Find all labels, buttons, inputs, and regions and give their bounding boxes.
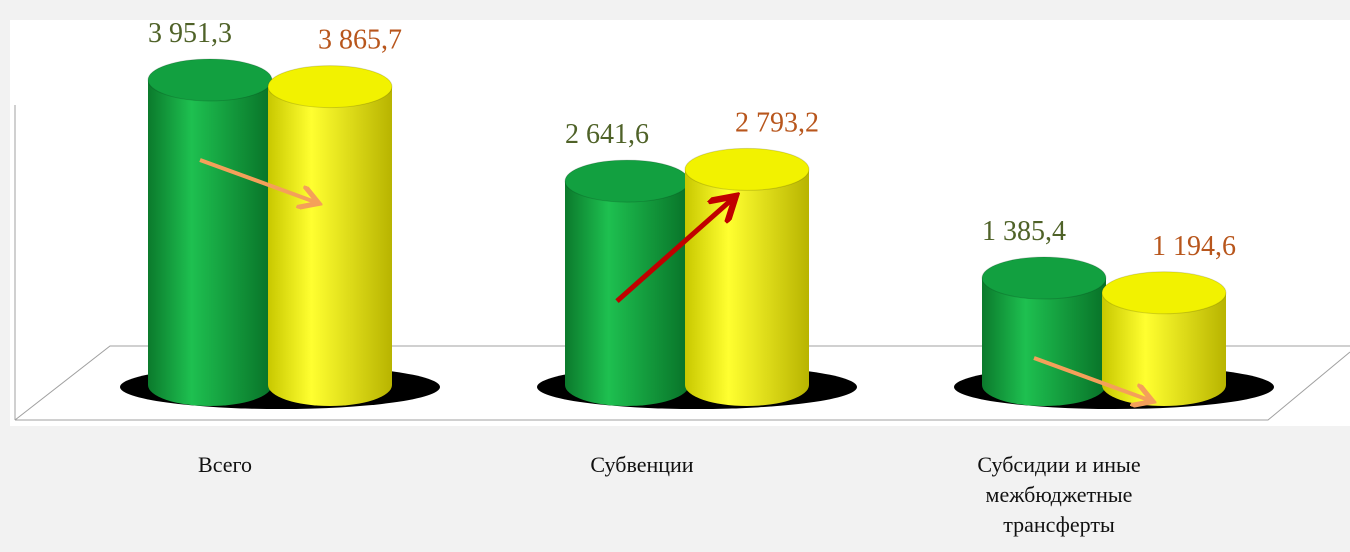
- value-label: 1 194,6: [1152, 231, 1236, 262]
- value-label: 3 951,3: [148, 18, 232, 49]
- cylinder: [1102, 292, 1226, 406]
- value-label: 2 641,6: [565, 119, 649, 150]
- x-tick-label: Субвенции: [590, 452, 694, 477]
- cylinder-top: [564, 159, 690, 203]
- cylinder: [268, 86, 392, 406]
- cylinder-top: [1101, 271, 1227, 315]
- trend-arrow: [199, 158, 315, 202]
- cylinder: [148, 79, 272, 406]
- cylinder-top: [267, 65, 393, 109]
- cylinder: [685, 169, 809, 406]
- x-tick-label: Субсидии и иные межбюджетные трансферты: [977, 452, 1141, 537]
- value-label: 2 793,2: [735, 107, 819, 138]
- value-label: 3 865,7: [318, 25, 402, 56]
- cylinder-top: [147, 58, 273, 102]
- x-tick-label: Всего: [198, 452, 252, 477]
- trend-arrow: [615, 199, 732, 303]
- cylinder-top: [684, 147, 810, 191]
- trend-arrow: [1033, 356, 1149, 400]
- floor: [14, 345, 1350, 421]
- cylinder-top: [981, 256, 1107, 300]
- value-label: 1 385,4: [982, 216, 1066, 247]
